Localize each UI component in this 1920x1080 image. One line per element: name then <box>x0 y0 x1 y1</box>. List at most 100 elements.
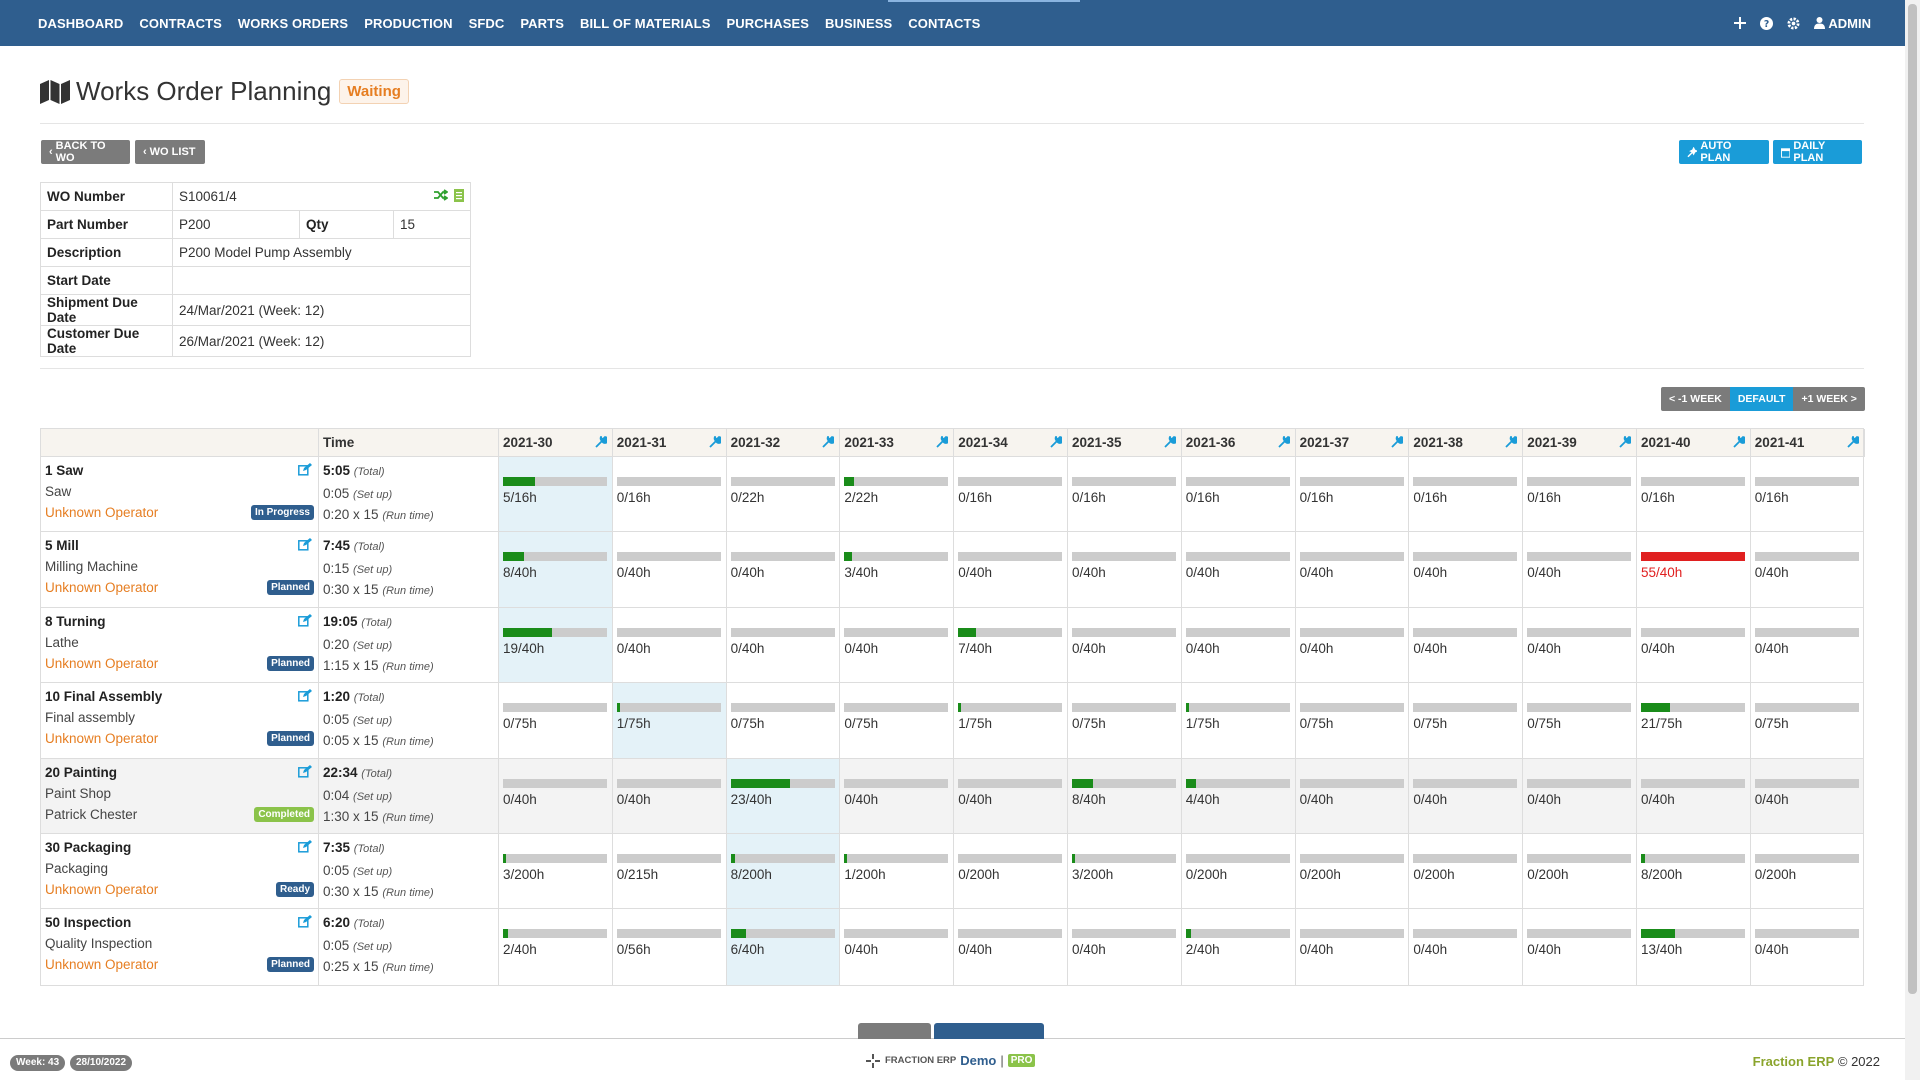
week-load-cell[interactable]: 0/40h <box>1409 607 1524 683</box>
edit-icon[interactable] <box>298 463 312 479</box>
wrench-icon[interactable] <box>1846 434 1861 451</box>
nav-contracts[interactable]: CONTRACTS <box>139 15 222 31</box>
week-load-cell[interactable]: 0/40h <box>613 532 727 607</box>
week-load-cell[interactable]: 3/40h <box>840 532 955 607</box>
wrench-icon[interactable] <box>936 434 950 451</box>
week-load-cell[interactable]: 0/40h <box>1751 909 1865 984</box>
week-load-cell[interactable]: 0/40h <box>1409 758 1524 833</box>
week-load-cell[interactable]: 0/40h <box>1751 759 1865 833</box>
week-load-cell[interactable]: 0/40h <box>1409 532 1524 607</box>
week-load-cell[interactable]: 0/40h <box>727 607 841 683</box>
week-load-cell[interactable]: 0/16h <box>1523 457 1637 532</box>
edit-icon[interactable] <box>298 689 312 705</box>
week-load-cell[interactable]: 0/40h <box>1182 532 1296 607</box>
week-load-cell[interactable]: 13/40h <box>1637 909 1751 985</box>
scrollbar-thumb[interactable] <box>1908 4 1917 994</box>
edit-icon[interactable] <box>298 764 312 781</box>
week-load-cell[interactable]: 0/40h <box>1751 532 1865 606</box>
week-load-cell[interactable]: 21/75h <box>1637 683 1751 758</box>
wrench-icon[interactable] <box>1391 434 1406 451</box>
wrench-icon[interactable] <box>708 434 723 451</box>
operator-name[interactable]: Unknown Operator <box>45 957 159 973</box>
week-load-cell[interactable]: 3/200h <box>1068 833 1182 909</box>
wrench-icon[interactable] <box>1619 434 1633 451</box>
week-load-cell[interactable]: 2/22h <box>840 457 955 532</box>
week-load-cell[interactable]: 0/75h <box>1751 683 1865 757</box>
week-load-cell[interactable]: 0/40h <box>1523 758 1637 833</box>
week-load-cell[interactable]: 1/200h <box>840 833 955 909</box>
document-icon[interactable] <box>454 189 464 202</box>
week-load-cell[interactable]: 0/200h <box>1296 833 1410 909</box>
reset-button[interactable] <box>858 1023 931 1039</box>
auto-plan-button[interactable]: AUTO PLAN <box>1679 140 1769 164</box>
edit-icon[interactable] <box>298 613 312 630</box>
week-load-cell[interactable]: 0/75h <box>840 683 955 758</box>
wrench-icon[interactable] <box>595 434 609 451</box>
week-load-cell[interactable]: 0/200h <box>1409 833 1524 909</box>
week-load-cell[interactable]: 0/40h <box>1523 532 1637 607</box>
week-load-cell[interactable]: 0/75h <box>1068 683 1182 758</box>
operator-name[interactable]: Unknown Operator <box>45 505 159 520</box>
update-plan-button[interactable] <box>934 1023 1044 1039</box>
week-load-cell[interactable]: 0/200h <box>954 833 1068 909</box>
week-load-cell[interactable]: 0/40h <box>954 758 1068 833</box>
week-load-cell[interactable]: 0/200h <box>1182 833 1296 909</box>
week-load-cell[interactable]: 0/75h <box>727 683 841 758</box>
week-load-cell[interactable]: 0/40h <box>954 532 1068 607</box>
week-load-cell[interactable]: 8/200h <box>1637 833 1751 909</box>
week-load-cell[interactable]: 0/40h <box>499 758 613 833</box>
week-load-cell[interactable]: 0/75h <box>1409 683 1524 758</box>
wrench-icon[interactable] <box>1277 434 1292 451</box>
week-load-cell[interactable]: 0/40h <box>613 758 727 833</box>
week-load-cell[interactable]: 2/40h <box>1182 909 1296 985</box>
user-menu[interactable]: ADMIN <box>1814 16 1871 31</box>
week-load-cell[interactable]: 0/40h <box>840 909 955 985</box>
week-load-cell[interactable]: 0/40h <box>1068 532 1182 607</box>
week-load-cell[interactable]: 0/40h <box>1637 758 1751 833</box>
week-load-cell[interactable]: 4/40h <box>1182 758 1296 833</box>
week-load-cell[interactable]: 0/75h <box>499 683 613 758</box>
page-scrollbar[interactable] <box>1905 0 1920 1080</box>
week-load-cell[interactable]: 0/75h <box>1296 683 1410 758</box>
week-load-cell[interactable]: 0/40h <box>727 532 841 607</box>
wrench-icon[interactable] <box>822 434 837 451</box>
nav-parts[interactable]: PARTS <box>520 15 564 31</box>
week-load-cell[interactable]: 0/40h <box>1751 608 1865 682</box>
week-load-cell[interactable]: 0/56h <box>613 909 727 985</box>
operator-name[interactable]: Unknown Operator <box>45 731 159 747</box>
plus-icon[interactable] <box>1734 17 1747 29</box>
week-load-cell[interactable]: 2/40h <box>499 909 613 985</box>
nav-sfdc[interactable]: SFDC <box>468 15 505 31</box>
shuffle-icon[interactable] <box>434 189 448 201</box>
operator-name[interactable]: Unknown Operator <box>45 655 159 671</box>
week-load-cell[interactable]: 55/40h <box>1637 532 1751 607</box>
nav-dashboard[interactable]: DASHBOARD <box>38 15 124 31</box>
week-load-cell[interactable]: 7/40h <box>954 607 1068 683</box>
week-load-cell[interactable]: 0/40h <box>1523 607 1637 683</box>
week-load-cell[interactable]: 0/40h <box>1523 909 1637 985</box>
week-load-cell[interactable]: 0/16h <box>1182 457 1296 532</box>
edit-icon[interactable] <box>298 915 312 931</box>
week-load-cell[interactable]: 8/40h <box>1068 758 1182 833</box>
default-week-button[interactable]: DEFAULT <box>1729 387 1794 411</box>
week-load-cell[interactable]: 8/40h <box>499 532 613 607</box>
nav-production[interactable]: PRODUCTION <box>364 15 453 31</box>
edit-icon[interactable] <box>298 538 312 554</box>
week-load-cell[interactable]: 0/40h <box>1296 607 1410 683</box>
week-load-cell[interactable]: 0/200h <box>1751 834 1865 908</box>
week-load-cell[interactable]: 3/200h <box>499 833 613 909</box>
week-load-cell[interactable]: 0/215h <box>613 833 727 909</box>
week-load-cell[interactable]: 0/40h <box>1637 607 1751 683</box>
week-load-cell[interactable]: 0/40h <box>1182 607 1296 683</box>
operator-name[interactable]: Patrick Chester <box>45 806 138 822</box>
week-load-cell[interactable]: 0/40h <box>840 607 955 683</box>
wrench-icon[interactable] <box>1733 434 1747 451</box>
week-load-cell[interactable]: 1/75h <box>954 683 1068 758</box>
week-load-cell[interactable]: 0/40h <box>1068 607 1182 683</box>
week-load-cell[interactable]: 0/16h <box>1751 457 1865 531</box>
daily-plan-button[interactable]: DAILY PLAN <box>1773 140 1862 164</box>
week-load-cell[interactable]: 0/40h <box>840 758 955 833</box>
nav-purchases[interactable]: PURCHASES <box>726 15 810 31</box>
next-week-button[interactable]: +1 WEEK > <box>1793 387 1865 411</box>
week-load-cell[interactable]: 0/16h <box>954 457 1068 532</box>
